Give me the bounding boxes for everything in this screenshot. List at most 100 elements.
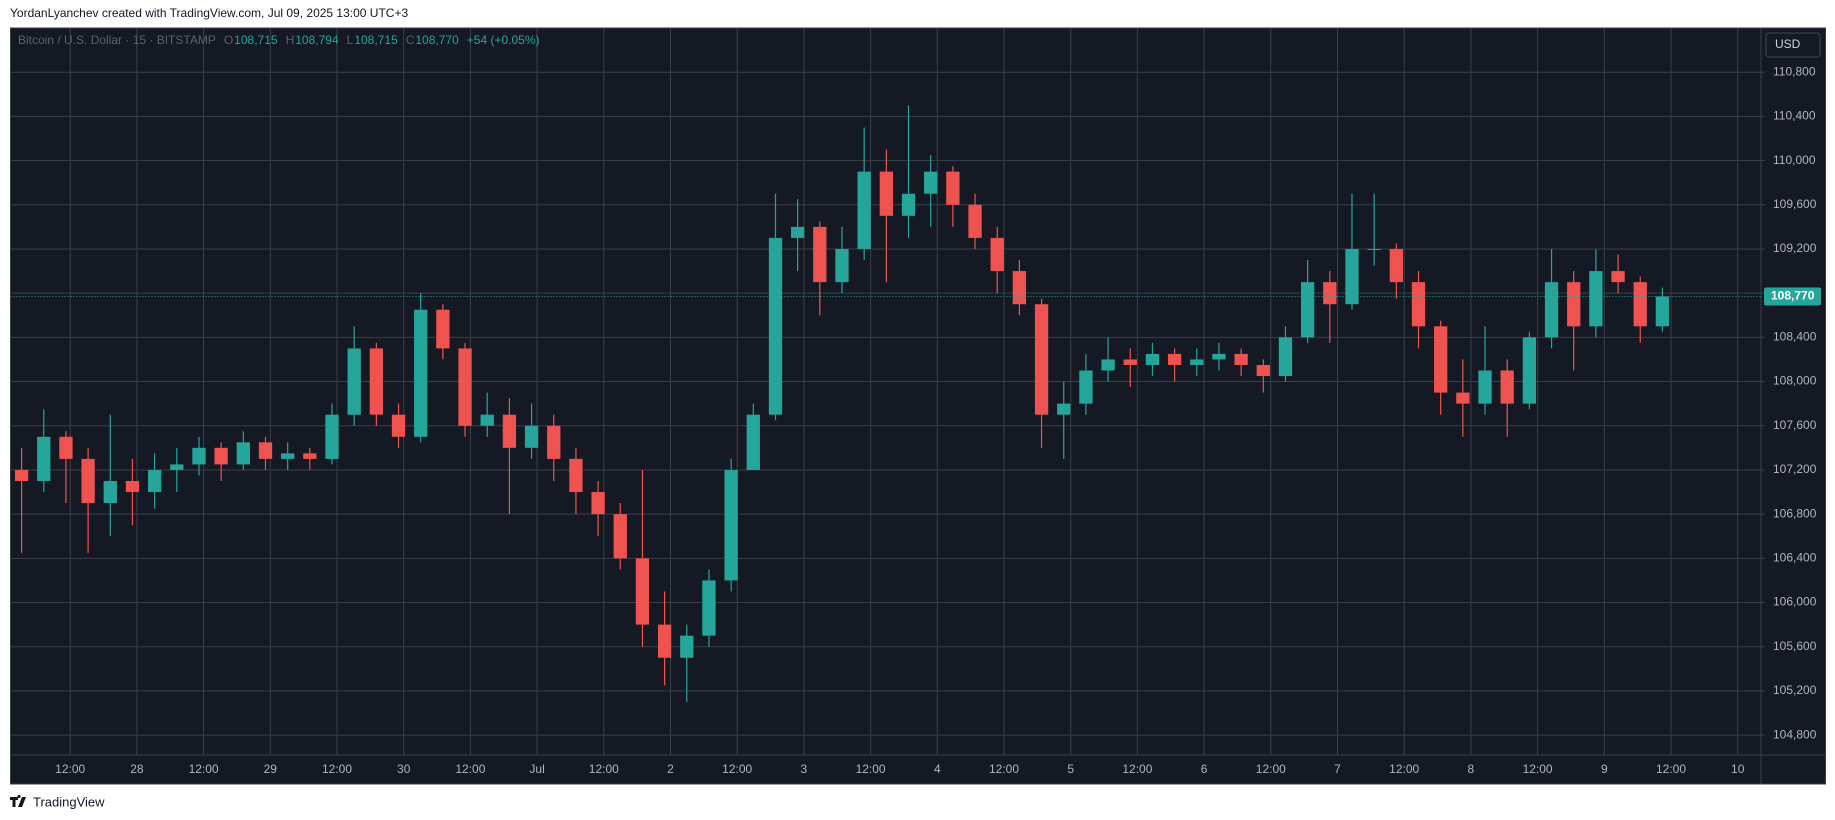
- candle-body: [724, 469, 738, 581]
- x-tick-label: 12:00: [722, 762, 752, 776]
- candle-body: [569, 458, 583, 493]
- candle-body: [14, 469, 29, 481]
- x-tick-label: 12:00: [989, 762, 1019, 776]
- candle-body: [1278, 337, 1293, 377]
- legend: Bitcoin / U.S. Dollar · 15 · BITSTAMP O10…: [18, 33, 539, 47]
- candle-body: [1589, 271, 1603, 327]
- x-tick-label: 28: [130, 762, 144, 776]
- x-tick-label: 12:00: [55, 762, 85, 776]
- candle-body: [1256, 364, 1270, 377]
- y-tick-label: 105,600: [1773, 639, 1817, 653]
- chart-frame: [10, 27, 1826, 785]
- candle-body: [924, 171, 938, 194]
- candle-body: [879, 171, 893, 216]
- y-tick-label: 107,200: [1773, 462, 1817, 476]
- candle-body: [635, 558, 650, 625]
- candle-body: [147, 469, 162, 493]
- candle-body: [1434, 326, 1448, 393]
- y-tick-label: 108,000: [1773, 374, 1817, 388]
- candle-body: [1190, 359, 1204, 365]
- candle-body: [1123, 359, 1137, 365]
- candle-body: [1655, 296, 1670, 327]
- candle-body: [1633, 282, 1647, 327]
- y-tick-label: 110,800: [1773, 64, 1816, 78]
- x-tick-label: 6: [1201, 762, 1208, 776]
- footer-logo: [10, 794, 26, 807]
- candle-body: [1456, 392, 1470, 404]
- y-tick-label: 107,600: [1773, 418, 1817, 432]
- legend-ohlc-value: 108,715: [234, 33, 278, 47]
- x-tick-label: 5: [1067, 762, 1074, 776]
- x-tick-label: 10: [1731, 762, 1745, 776]
- y-tick-label: 105,200: [1773, 683, 1817, 697]
- candle-body: [1101, 359, 1115, 371]
- x-tick-label: 8: [1468, 762, 1475, 776]
- candle-body: [281, 453, 295, 459]
- legend-ohlc-key: O: [224, 33, 233, 47]
- candle-body: [37, 436, 51, 481]
- x-tick-label: 7: [1334, 762, 1341, 776]
- candle-body: [746, 414, 760, 470]
- candle-body: [125, 480, 140, 493]
- candle-body: [1611, 271, 1625, 283]
- candle-body: [1300, 282, 1315, 338]
- currency-label: USD: [1775, 37, 1801, 51]
- candle-body: [680, 635, 694, 658]
- axes: 104,800 105,200 105,600 106,000 106,400 106,8…: [10, 64, 1821, 776]
- y-tick-label: 108,400: [1773, 330, 1817, 344]
- y-tick-label: 110,400: [1773, 109, 1816, 123]
- candle-body: [990, 237, 1004, 272]
- last-price-label: 108,770: [1771, 289, 1815, 303]
- last-price-badge: [1764, 287, 1821, 306]
- candle-body: [1079, 370, 1093, 404]
- candle-body: [1567, 282, 1581, 327]
- currency-button[interactable]: [1765, 32, 1821, 58]
- x-tick-label: 4: [934, 762, 941, 776]
- candle-body: [480, 414, 494, 426]
- legend-ohlc-value: 108,770: [415, 33, 459, 47]
- x-tick-label: 2: [667, 762, 674, 776]
- x-tick-label: 12:00: [1389, 762, 1419, 776]
- legend-ohlc-key: L: [347, 33, 354, 47]
- candles: [14, 105, 1670, 702]
- candle-body: [857, 171, 871, 249]
- candle-body: [901, 193, 916, 216]
- candle-body: [103, 480, 117, 504]
- footer-brand: TradingView: [33, 794, 105, 809]
- candle-body: [835, 248, 849, 283]
- candle-body: [1145, 353, 1160, 365]
- legend-ohlc-key: H: [286, 33, 295, 47]
- candle-body: [81, 458, 95, 504]
- candle-body: [657, 624, 672, 658]
- candle-body: [1034, 304, 1049, 415]
- candle-body: [369, 348, 384, 415]
- x-tick-label: 12:00: [455, 762, 485, 776]
- x-tick-label: 12:00: [322, 762, 352, 776]
- candle-body: [502, 414, 517, 448]
- y-tick-label: 104,800: [1773, 727, 1817, 741]
- candle-body: [236, 442, 250, 465]
- candle-body: [768, 237, 783, 415]
- candle-body: [258, 442, 273, 459]
- candle-body: [170, 464, 184, 470]
- candle-body: [1522, 337, 1537, 404]
- candle-body: [1478, 370, 1492, 404]
- x-tick-label: 3: [801, 762, 808, 776]
- candle-body: [436, 309, 450, 349]
- candle-body: [1389, 248, 1403, 283]
- candle-body: [813, 226, 827, 283]
- candle-body: [547, 425, 561, 459]
- x-tick-label: 12:00: [1656, 762, 1686, 776]
- y-tick-label: 110,000: [1773, 153, 1816, 167]
- x-tick-label: 12:00: [1122, 762, 1152, 776]
- chart-header: YordanLyanchev created with TradingView.…: [10, 6, 408, 20]
- x-tick-label: 12:00: [1523, 762, 1553, 776]
- x-tick-label: 29: [264, 762, 278, 776]
- candle-body: [1212, 353, 1226, 360]
- candle-body: [458, 348, 472, 426]
- candle-body: [1057, 403, 1071, 415]
- legend-ohlc-key: C: [406, 33, 415, 47]
- candle-body: [1500, 370, 1514, 404]
